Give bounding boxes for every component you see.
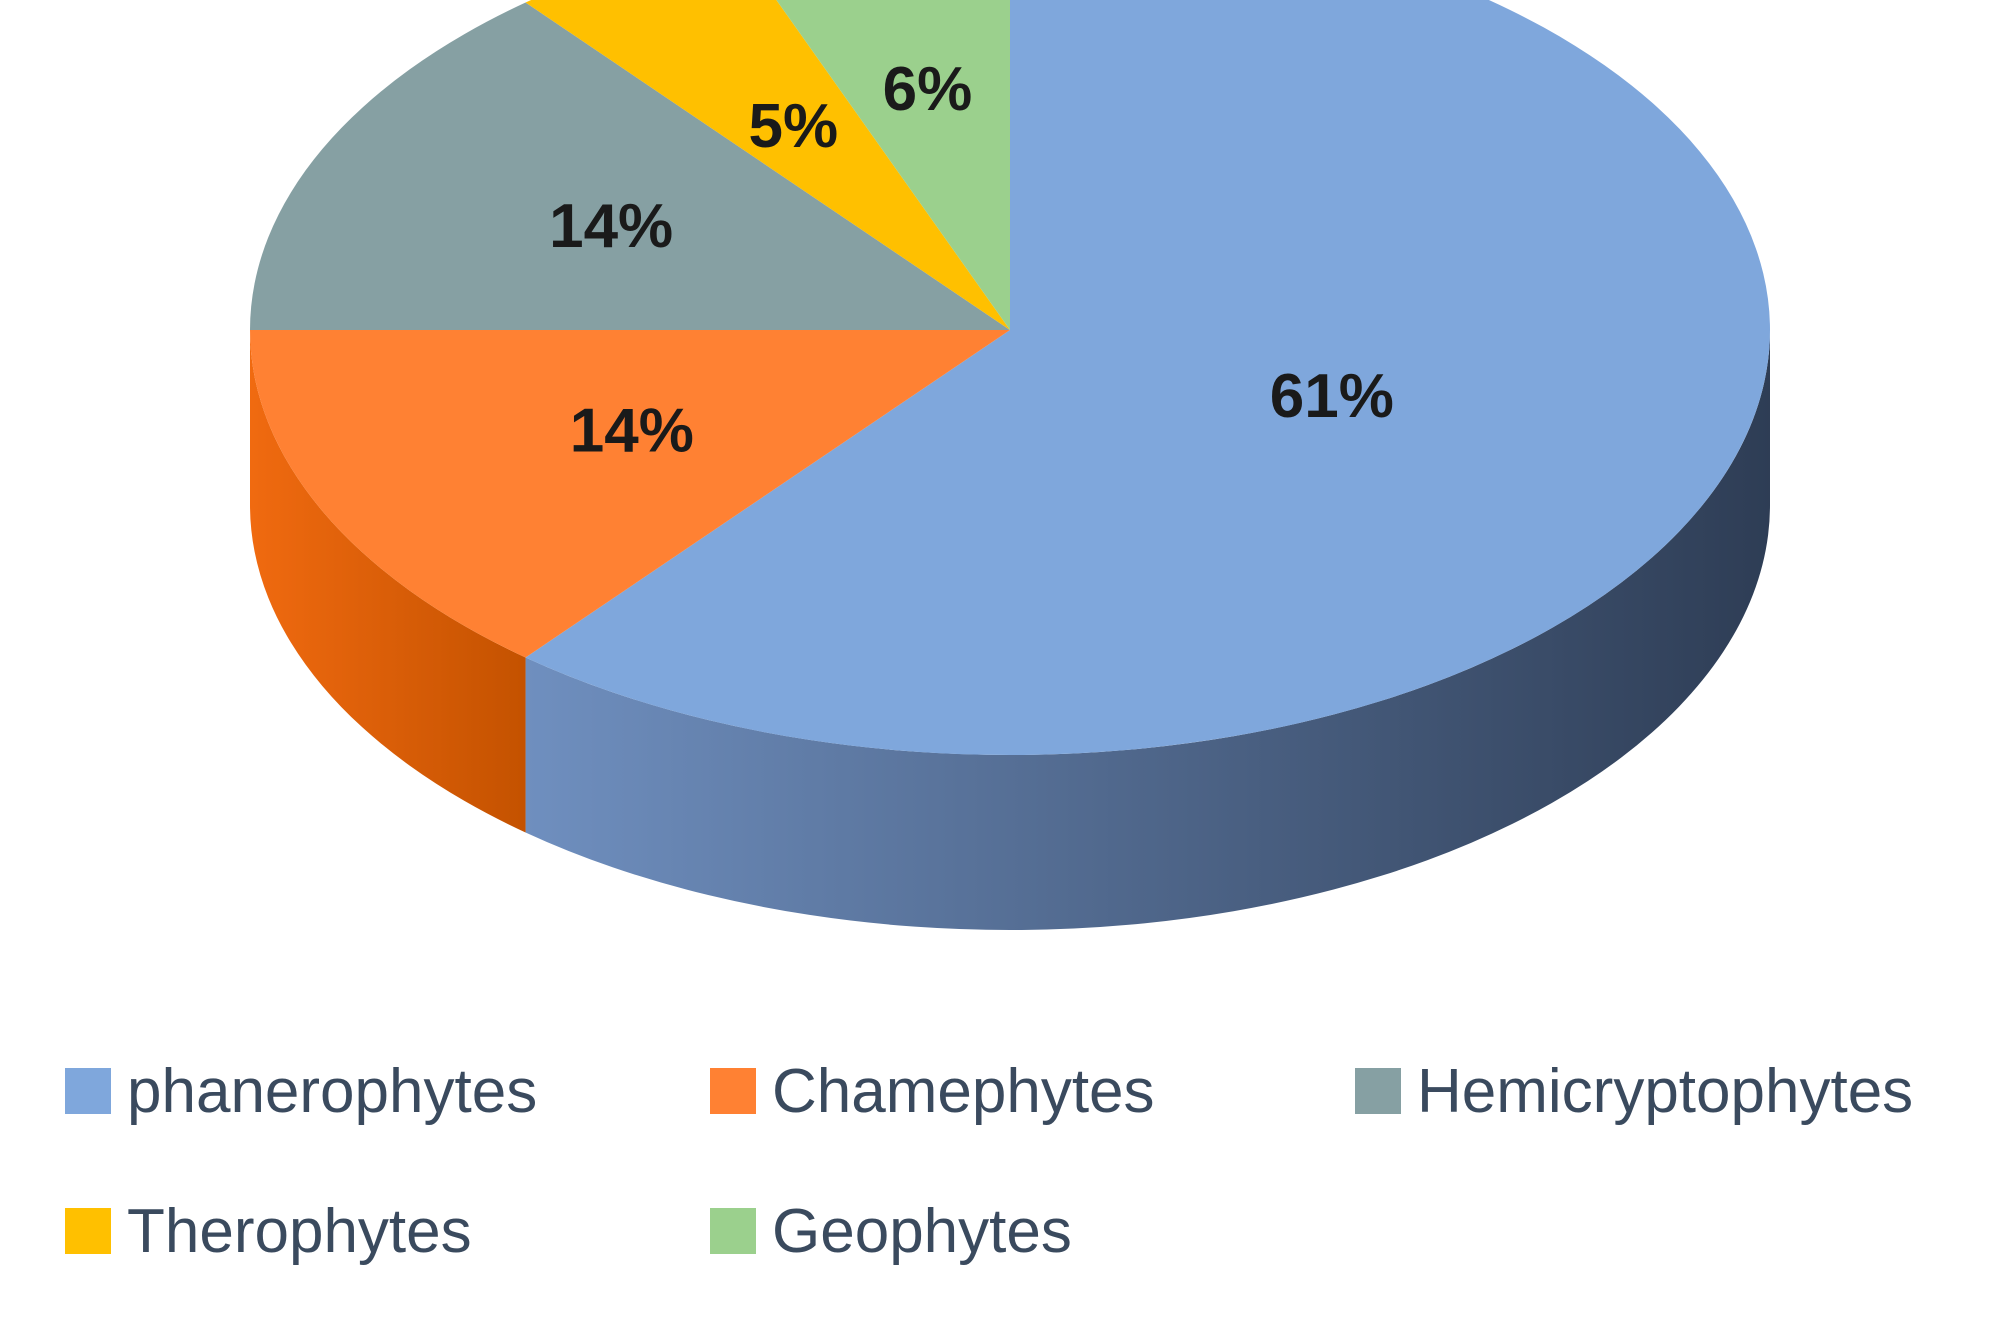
legend-label-therophytes: Therophytes xyxy=(127,1197,472,1266)
legend-swatch-therophytes xyxy=(65,1208,111,1254)
legend-label-hemicryptophytes: Hemicryptophytes xyxy=(1417,1057,1913,1126)
data-label-chamephytes: 14% xyxy=(570,397,694,466)
legend-label-geophytes: Geophytes xyxy=(772,1197,1072,1266)
pie-slice-therophytes xyxy=(525,0,1010,330)
data-label-hemicryptophytes: 14% xyxy=(549,192,673,261)
legend-swatch-chamephytes xyxy=(710,1068,756,1114)
legend-swatch-phanerophytes xyxy=(65,1068,111,1114)
legend-swatch-geophytes xyxy=(710,1208,756,1254)
pie-slices xyxy=(250,0,1770,755)
pie-slice-geophytes xyxy=(776,0,1010,330)
data-label-therophytes: 5% xyxy=(749,92,839,161)
data-label-phanerophytes: 61% xyxy=(1270,362,1394,431)
pie-side-chamephytes xyxy=(250,330,526,833)
data-labels: 61% 14% 14% 5% 6% xyxy=(549,55,1394,466)
pie-slice-phanerophytes xyxy=(525,0,1770,755)
pie-side-phanerophytes xyxy=(525,330,1770,931)
pie-slice-hemicryptophytes xyxy=(250,2,1010,331)
data-label-geophytes: 6% xyxy=(883,55,973,124)
legend-label-chamephytes: Chamephytes xyxy=(772,1057,1155,1126)
legend-swatch-hemicryptophytes xyxy=(1355,1068,1401,1114)
pie-sides xyxy=(250,330,1770,931)
legend-label-phanerophytes: phanerophytes xyxy=(127,1057,537,1126)
pie-slice-chamephytes xyxy=(250,330,1010,658)
legend: phanerophytes Chamephytes Hemicryptophytes… xyxy=(65,1057,1913,1266)
